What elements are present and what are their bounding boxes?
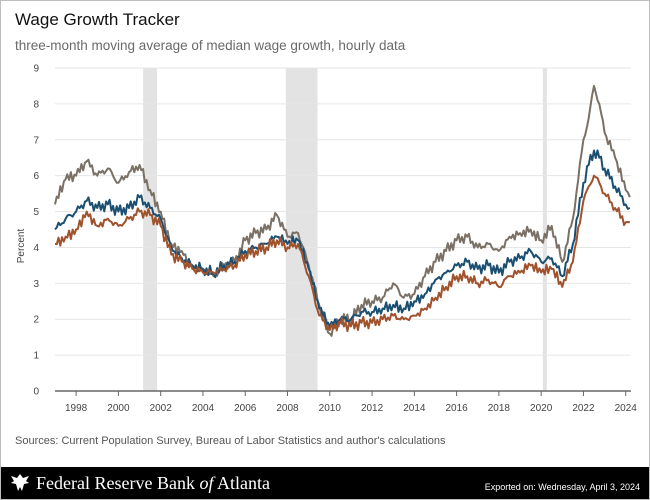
y-tick-label-4: 4 bbox=[33, 243, 39, 254]
y-tick-label-2: 2 bbox=[33, 315, 39, 326]
x-tick-label-10: 2018 bbox=[488, 403, 511, 414]
x-tick-label-2: 2002 bbox=[150, 403, 173, 414]
export-date: Exported on: Wednesday, April 3, 2024 bbox=[484, 482, 640, 492]
y-tick-label-5: 5 bbox=[33, 207, 39, 218]
series-line-2 bbox=[54, 174, 631, 333]
y-tick-label-0: 0 bbox=[33, 387, 39, 398]
recession-band-0 bbox=[143, 68, 158, 391]
y-axis-label: Percent bbox=[16, 229, 27, 264]
x-tick-label-8: 2014 bbox=[403, 403, 426, 414]
bank-name: Federal Reserve Bank of Atlanta bbox=[36, 473, 270, 494]
x-tick-label-5: 2008 bbox=[276, 403, 299, 414]
x-tick-label-9: 2016 bbox=[445, 403, 468, 414]
line-chart: 0 1 2 3 4 5 6 7 8 9 1998 2000 2002 2004 2006 2008 2010 20… bbox=[16, 64, 637, 415]
y-tick-label-8: 8 bbox=[33, 99, 39, 110]
chart-title: Wage Growth Tracker bbox=[15, 10, 180, 29]
x-tick-label-12: 2022 bbox=[572, 403, 595, 414]
y-tick-label-1: 1 bbox=[33, 351, 39, 362]
recession-band-1 bbox=[285, 68, 318, 391]
x-tick-label-6: 2010 bbox=[319, 403, 342, 414]
x-tick-label-7: 2012 bbox=[361, 403, 384, 414]
x-tick-label-4: 2006 bbox=[234, 403, 257, 414]
x-tick-label-3: 2004 bbox=[192, 403, 215, 414]
eagle-logo-icon bbox=[11, 474, 29, 491]
recession-bands bbox=[143, 68, 547, 391]
x-tick-label-13: 2024 bbox=[615, 403, 638, 414]
bank-name-prefix: Federal Reserve Bank bbox=[36, 473, 200, 493]
x-tick-label-11: 2020 bbox=[530, 403, 553, 414]
x-tick-label-0: 1998 bbox=[65, 403, 88, 414]
series-lines bbox=[54, 84, 631, 337]
bank-name-of: of bbox=[199, 473, 214, 493]
chart-subtitle: three-month moving average of median wag… bbox=[15, 38, 406, 53]
y-tick-label-7: 7 bbox=[33, 135, 39, 146]
recession-band-2 bbox=[542, 68, 547, 391]
source-note: Sources: Current Population Survey, Bure… bbox=[15, 435, 446, 447]
axes: 0 1 2 3 4 5 6 7 8 9 1998 2000 2002 2004 2006 2008 2010 20… bbox=[33, 64, 637, 415]
series-line-1 bbox=[54, 149, 631, 328]
y-tick-label-6: 6 bbox=[33, 171, 39, 182]
y-tick-label-3: 3 bbox=[33, 279, 39, 290]
bank-name-suffix: Atlanta bbox=[213, 473, 270, 493]
x-tick-label-1: 2000 bbox=[107, 403, 130, 414]
footer-bar: Federal Reserve Bank of Atlanta Exported… bbox=[1, 467, 649, 499]
series-line-0 bbox=[54, 84, 631, 337]
gridlines bbox=[55, 67, 631, 356]
y-tick-label-9: 9 bbox=[33, 64, 39, 75]
